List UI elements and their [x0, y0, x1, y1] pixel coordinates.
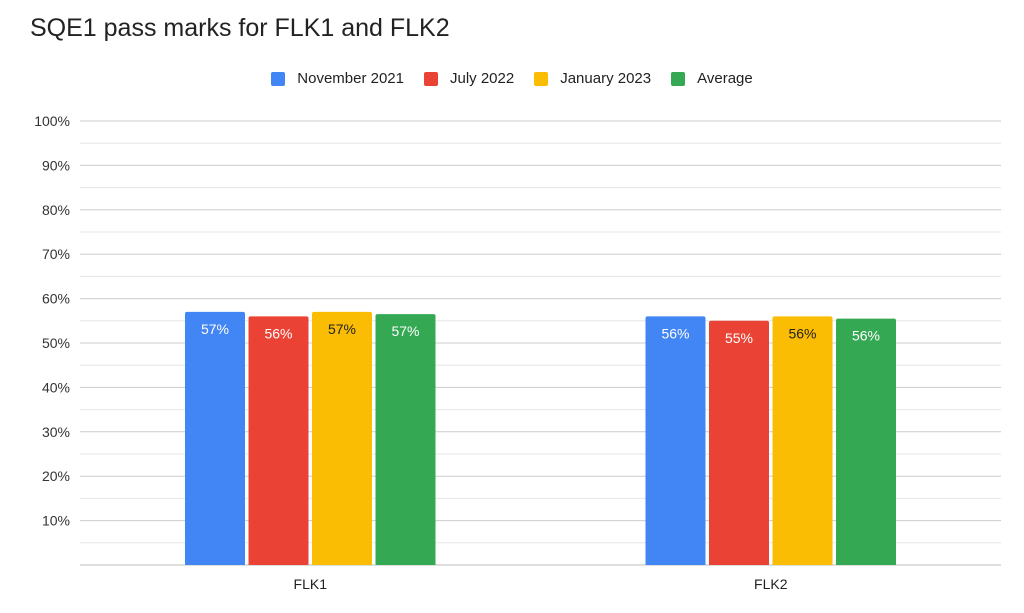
y-tick-label: 20%	[42, 468, 70, 484]
bar-data-label: 56%	[852, 328, 880, 344]
bar	[645, 316, 706, 565]
bar	[375, 314, 436, 565]
y-tick-label: 70%	[42, 246, 70, 262]
bar-data-label: 56%	[788, 325, 816, 341]
legend-item-november-2021: November 2021	[271, 70, 404, 87]
x-tick-label: FLK1	[294, 576, 328, 592]
legend-item-january-2023: January 2023	[534, 70, 651, 87]
bar-data-label: 55%	[725, 330, 753, 346]
x-tick-label: FLK2	[754, 576, 788, 592]
chart-legend: November 2021 July 2022 January 2023 Ave…	[0, 70, 1024, 87]
legend-label-january-2023: January 2023	[560, 70, 652, 87]
bar	[836, 318, 896, 565]
legend-swatch-november-2021	[271, 71, 286, 86]
legend-label-july-2022: July 2022	[450, 70, 515, 87]
y-tick-label: 10%	[42, 513, 70, 529]
bar	[709, 320, 769, 565]
bar-data-label: 57%	[201, 321, 229, 337]
bar	[772, 316, 833, 565]
legend-item-average: Average	[671, 70, 753, 87]
y-tick-label: 100%	[34, 113, 70, 129]
bar-data-label: 57%	[391, 323, 419, 339]
legend-label-november-2021: November 2021	[297, 70, 404, 87]
legend-swatch-average	[671, 71, 686, 86]
bar	[185, 311, 245, 565]
y-tick-label: 50%	[42, 335, 70, 351]
bar-data-label: 56%	[264, 325, 292, 341]
bar	[248, 316, 309, 565]
legend-swatch-july-2022	[424, 71, 438, 86]
legend-label-average: Average	[697, 70, 753, 87]
bar	[312, 311, 372, 565]
legend-swatch-january-2023	[534, 71, 549, 86]
bar-data-label: 57%	[328, 321, 356, 337]
legend-item-july-2022: July 2022	[424, 70, 514, 87]
y-tick-label: 40%	[42, 379, 70, 395]
bar-data-label: 56%	[661, 325, 689, 341]
y-tick-label: 30%	[42, 424, 70, 440]
y-tick-label: 80%	[42, 202, 70, 218]
chart-title: SQE1 pass marks for FLK1 and FLK2	[30, 14, 450, 42]
y-tick-label: 60%	[42, 291, 70, 307]
y-tick-label: 90%	[42, 157, 70, 173]
